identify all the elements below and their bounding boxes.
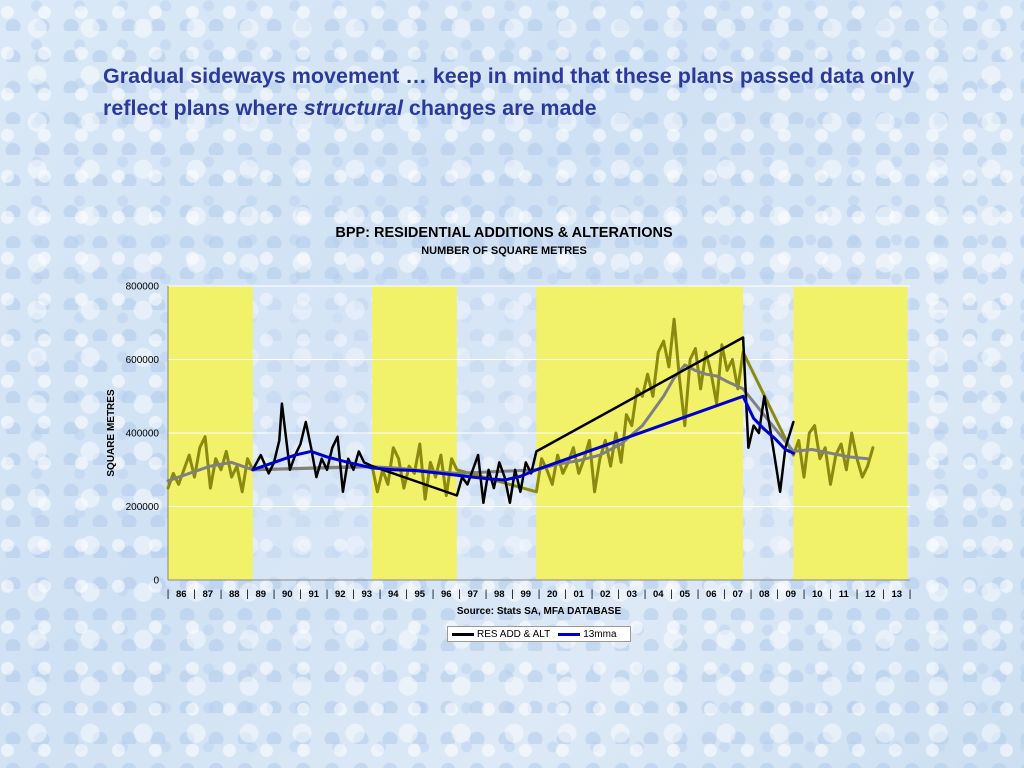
x-tick-separator-16: | — [591, 589, 594, 600]
x-tick-separator-23: | — [776, 589, 779, 600]
x-tick-label-13: 13 — [891, 589, 902, 600]
x-tick-separator-14: | — [538, 589, 541, 600]
x-tick-label-89: 89 — [255, 589, 266, 600]
x-tick-separator-22: | — [750, 589, 753, 600]
x-tick-separator-12: | — [485, 589, 488, 600]
x-tick-label-10: 10 — [812, 589, 823, 600]
x-tick-label-05: 05 — [679, 589, 690, 600]
x-tick-separator-15: | — [564, 589, 567, 600]
x-tick-label-01: 01 — [573, 589, 584, 600]
series-line-gray-trend — [166, 363, 870, 483]
x-tick-label-94: 94 — [388, 589, 399, 600]
legend-label-res-add-alt: RES ADD & ALT — [477, 628, 551, 640]
x-tick-separator-27: | — [882, 589, 885, 600]
x-tick-separator-4: | — [273, 589, 276, 600]
x-axis-label: Source: Stats SA, MFA DATABASE — [457, 606, 622, 617]
x-tick-label-92: 92 — [335, 589, 346, 600]
x-tick-separator-13: | — [511, 589, 514, 600]
x-tick-separator-19: | — [670, 589, 673, 600]
x-tick-separator-8: | — [379, 589, 382, 600]
y-tick-label-2: 400000 — [126, 429, 160, 440]
x-tick-label-07: 07 — [732, 589, 743, 600]
x-tick-separator-2: | — [220, 589, 223, 600]
slide-title-part1: Gradual sideways movement … keep in mind… — [103, 64, 915, 120]
legend-swatch-13mma — [558, 632, 581, 636]
legend-swatch-res-add-alt — [452, 632, 474, 636]
x-tick-separator-0: | — [167, 589, 170, 600]
x-tick-label-11: 11 — [839, 589, 850, 600]
chart-title: BPP: RESIDENTIAL ADDITIONS & ALTERATIONS — [335, 225, 673, 241]
x-tick-label-08: 08 — [759, 589, 770, 600]
y-tick-label-0: 0 — [153, 576, 159, 587]
legend-label-13mma: 13mma — [583, 628, 617, 640]
x-tick-separator-24: | — [803, 589, 806, 600]
y-tick-label-3: 600000 — [126, 355, 160, 366]
x-tick-label-03: 03 — [626, 589, 637, 600]
x-tick-separator-28: | — [909, 589, 912, 600]
x-tick-separator-7: | — [352, 589, 355, 600]
x-tick-label-06: 06 — [706, 589, 717, 600]
series-line-13mma — [251, 394, 795, 482]
x-tick-label-87: 87 — [202, 589, 213, 600]
x-tick-label-04: 04 — [653, 589, 664, 600]
x-tick-separator-5: | — [299, 589, 302, 600]
x-tick-label-90: 90 — [282, 589, 293, 600]
x-tick-separator-6: | — [326, 589, 329, 600]
x-tick-label-99: 99 — [520, 589, 531, 600]
x-tick-separator-21: | — [723, 589, 726, 600]
series-line-res-add-alt — [251, 336, 795, 505]
x-tick-label-88: 88 — [229, 589, 240, 600]
x-tick-label-09: 09 — [785, 589, 796, 600]
y-tick-label-4: 800000 — [126, 282, 160, 293]
x-tick-separator-20: | — [697, 589, 700, 600]
slide-title-part2: changes are made — [408, 96, 597, 120]
x-tick-separator-17: | — [617, 589, 620, 600]
x-tick-separator-26: | — [856, 589, 859, 600]
y-axis-label: SQUARE METRES — [106, 389, 117, 477]
legend-item-res-add-alt: RES ADD & ALT — [452, 629, 550, 640]
x-tick-label-96: 96 — [441, 589, 452, 600]
x-tick-label-95: 95 — [414, 589, 425, 600]
x-tick-separator-18: | — [644, 589, 647, 600]
plot-area: 0 200000 400000 600000 800000 | | | | | | | | | | | | | | |… — [126, 282, 912, 601]
chart-legend: RES ADD & ALT 13mma — [447, 626, 631, 642]
x-tick-label-97: 97 — [467, 589, 478, 600]
y-tick-label-1: 200000 — [126, 502, 160, 513]
x-tick-separator-25: | — [829, 589, 832, 600]
legend-item-13mma: 13mma — [558, 628, 617, 640]
x-tick-label-93: 93 — [361, 589, 372, 600]
x-tick-separator-11: | — [458, 589, 461, 600]
slide-title: Gradual sideways movement … keep in mind… — [103, 60, 983, 124]
x-tick-label-98: 98 — [494, 589, 505, 600]
x-tick-label-02: 02 — [600, 589, 611, 600]
x-tick-separator-9: | — [405, 589, 408, 600]
x-tick-label-20: 20 — [547, 589, 558, 600]
x-tick-separator-1: | — [193, 589, 196, 600]
slide-title-emphasis: structural — [303, 96, 403, 120]
x-tick-separator-10: | — [432, 589, 435, 600]
x-tick-label-91: 91 — [308, 589, 319, 600]
x-tick-label-12: 12 — [865, 589, 876, 600]
x-tick-separator-3: | — [246, 589, 249, 600]
chart-subtitle: NUMBER OF SQUARE METRES — [421, 245, 587, 257]
x-tick-label-86: 86 — [176, 589, 187, 600]
